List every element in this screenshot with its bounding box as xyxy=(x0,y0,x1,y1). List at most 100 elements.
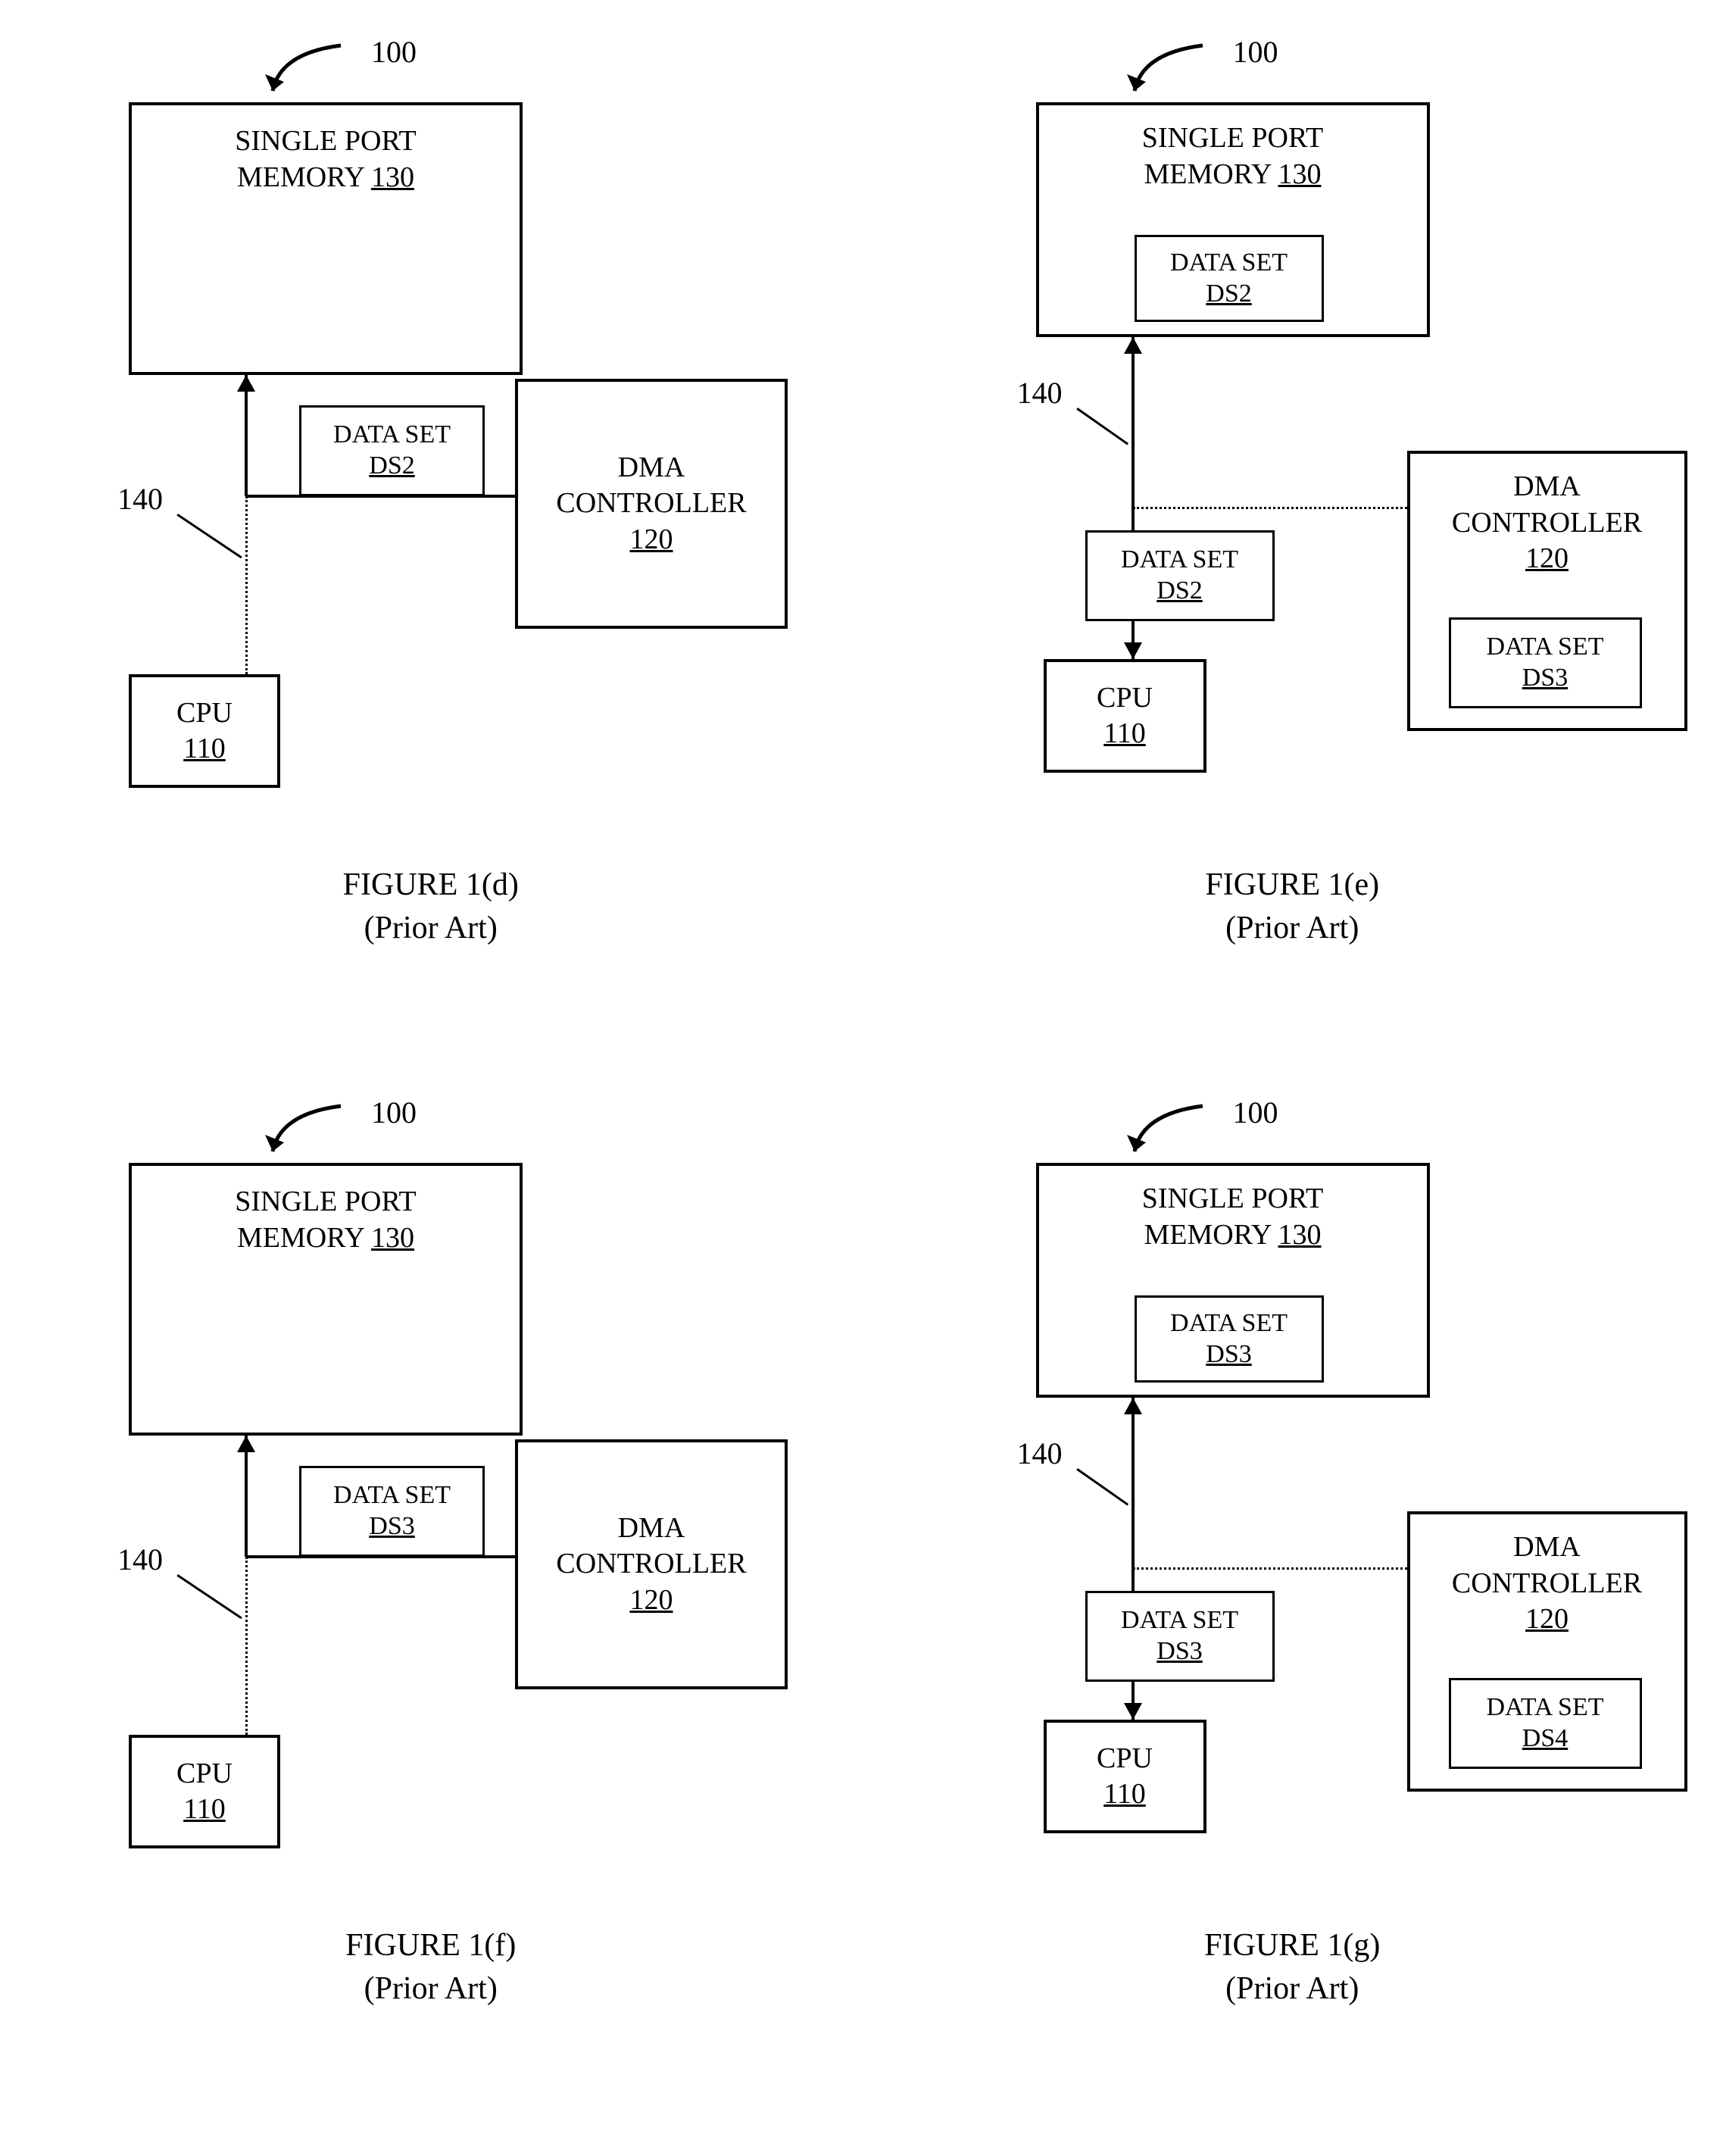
caption-line1: FIGURE 1(g) xyxy=(892,1924,1693,1967)
arrowhead-up-icon xyxy=(237,375,255,392)
dma-line2: CONTROLLER xyxy=(1452,505,1642,542)
dma-line1: DMA xyxy=(1513,469,1581,505)
arrowhead-down-icon xyxy=(1124,1703,1142,1720)
bus-vertical-upper xyxy=(245,375,248,496)
dma-ref: 120 xyxy=(1525,541,1568,577)
memory-box: SINGLE PORT MEMORY 130 xyxy=(129,1163,523,1436)
memory-line1: SINGLE PORT xyxy=(1142,120,1323,157)
memory-line1: SINGLE PORT xyxy=(235,123,416,160)
lower-bus-dataset-box: DATA SET DS3 xyxy=(1085,1591,1275,1682)
dma-ref: 120 xyxy=(630,1583,673,1619)
cpu-ref: 110 xyxy=(1103,716,1146,752)
memory-inner-dataset-box: DATA SET DS2 xyxy=(1135,235,1324,322)
cpu-box: CPU 110 xyxy=(1044,659,1206,773)
ref-arrow-icon xyxy=(258,1091,371,1159)
ref-label-100: 100 xyxy=(371,34,417,70)
dma-controller-box: DMA CONTROLLER 120 xyxy=(515,379,788,629)
dma-line2: CONTROLLER xyxy=(556,486,746,522)
bus-label-140: 140 xyxy=(117,1542,163,1577)
figure-caption: FIGURE 1(g) (Prior Art) xyxy=(892,1924,1693,2010)
figure-panel-e: 100 SINGLE PORT MEMORY 130 DATA SET DS2 … xyxy=(892,30,1693,1000)
dma-line1: DMA xyxy=(618,450,685,486)
ref-label-100: 100 xyxy=(1233,34,1278,70)
bus-vertical-lower-dashed xyxy=(245,496,248,674)
dma-ref: 120 xyxy=(1525,1601,1568,1638)
bus-horizontal-dashed xyxy=(1133,1567,1407,1570)
lower-bus-dataset-line1: DATA SET xyxy=(1121,1605,1238,1636)
bus-vertical-upper xyxy=(245,1436,248,1557)
bus-vertical-upper xyxy=(1131,337,1135,508)
caption-line2: (Prior Art) xyxy=(30,1967,832,2011)
cpu-label: CPU xyxy=(1097,680,1153,717)
cpu-box: CPU 110 xyxy=(1044,1720,1206,1833)
caption-line2: (Prior Art) xyxy=(30,907,832,950)
caption-line1: FIGURE 1(f) xyxy=(30,1924,832,1967)
cpu-box: CPU 110 xyxy=(129,1735,280,1848)
dma-line1: DMA xyxy=(618,1511,685,1547)
dma-inner-dataset-box: DATA SET DS3 xyxy=(1449,617,1642,708)
dma-line1: DMA xyxy=(1513,1530,1581,1566)
bus-horizontal-dashed xyxy=(1133,507,1407,509)
memory-inner-dataset-ref: DS2 xyxy=(1206,279,1251,310)
dma-inner-dataset-line1: DATA SET xyxy=(1486,1692,1603,1723)
caption-line1: FIGURE 1(d) xyxy=(30,864,832,907)
memory-inner-dataset-ref: DS3 xyxy=(1206,1339,1251,1370)
figure-panel-g: 100 SINGLE PORT MEMORY 130 DATA SET DS3 … xyxy=(892,1091,1693,2061)
dma-inner-dataset-ref: DS3 xyxy=(1522,663,1568,694)
bus-dataset-line1: DATA SET xyxy=(333,420,451,451)
memory-line2: MEMORY 130 xyxy=(237,1220,414,1257)
arrowhead-up-icon xyxy=(1124,1398,1142,1414)
caption-line2: (Prior Art) xyxy=(892,1967,1693,2011)
lower-bus-dataset-box: DATA SET DS2 xyxy=(1085,530,1275,621)
cpu-label: CPU xyxy=(1097,1741,1153,1777)
leader-tick xyxy=(176,514,242,558)
bus-dataset-box: DATA SET DS3 xyxy=(299,1466,485,1557)
bus-label-140: 140 xyxy=(1017,375,1063,411)
bus-label-140: 140 xyxy=(117,481,163,517)
memory-inner-dataset-box: DATA SET DS3 xyxy=(1135,1295,1324,1383)
ref-label-100: 100 xyxy=(1233,1095,1278,1130)
figure-caption: FIGURE 1(d) (Prior Art) xyxy=(30,864,832,949)
arrowhead-up-icon xyxy=(237,1436,255,1452)
dma-controller-box: DMA CONTROLLER 120 xyxy=(515,1439,788,1689)
bus-dataset-ref: DS3 xyxy=(369,1511,414,1542)
dma-inner-dataset-box: DATA SET DS4 xyxy=(1449,1678,1642,1769)
leader-tick xyxy=(1076,408,1128,445)
dma-line2: CONTROLLER xyxy=(1452,1566,1642,1602)
bus-dataset-line1: DATA SET xyxy=(333,1480,451,1511)
figure-panel-d: 100 SINGLE PORT MEMORY 130 DMA CONTROLLE… xyxy=(30,30,832,1000)
lower-bus-dataset-ref: DS3 xyxy=(1156,1636,1202,1667)
bus-vertical-upper xyxy=(1131,1398,1135,1568)
cpu-ref: 110 xyxy=(183,731,226,767)
memory-line1: SINGLE PORT xyxy=(235,1184,416,1220)
dma-ref: 120 xyxy=(630,522,673,558)
cpu-box: CPU 110 xyxy=(129,674,280,788)
leader-tick xyxy=(1076,1468,1128,1505)
ref-arrow-icon xyxy=(1119,1091,1233,1159)
leader-tick xyxy=(176,1574,242,1619)
memory-inner-dataset-line1: DATA SET xyxy=(1170,248,1288,279)
lower-bus-dataset-line1: DATA SET xyxy=(1121,545,1238,576)
bus-label-140: 140 xyxy=(1017,1436,1063,1471)
memory-line2: MEMORY 130 xyxy=(237,160,414,196)
dma-inner-dataset-ref: DS4 xyxy=(1522,1723,1568,1754)
memory-line1: SINGLE PORT xyxy=(1142,1181,1323,1217)
lower-bus-dataset-ref: DS2 xyxy=(1156,576,1202,607)
memory-box: SINGLE PORT MEMORY 130 xyxy=(129,102,523,375)
caption-line1: FIGURE 1(e) xyxy=(892,864,1693,907)
memory-line2: MEMORY 130 xyxy=(1144,1217,1321,1254)
cpu-label: CPU xyxy=(176,1756,233,1792)
dma-line2: CONTROLLER xyxy=(556,1546,746,1583)
memory-line2: MEMORY 130 xyxy=(1144,157,1321,193)
bus-dataset-ref: DS2 xyxy=(369,451,414,482)
caption-line2: (Prior Art) xyxy=(892,907,1693,950)
figure-panel-f: 100 SINGLE PORT MEMORY 130 DMA CONTROLLE… xyxy=(30,1091,832,2061)
cpu-ref: 110 xyxy=(183,1792,226,1828)
bus-dataset-box: DATA SET DS2 xyxy=(299,405,485,496)
arrowhead-down-icon xyxy=(1124,642,1142,659)
ref-arrow-icon xyxy=(1119,30,1233,98)
ref-label-100: 100 xyxy=(371,1095,417,1130)
dma-inner-dataset-line1: DATA SET xyxy=(1486,632,1603,663)
arrowhead-up-icon xyxy=(1124,337,1142,354)
bus-vertical-lower-dashed xyxy=(245,1557,248,1735)
